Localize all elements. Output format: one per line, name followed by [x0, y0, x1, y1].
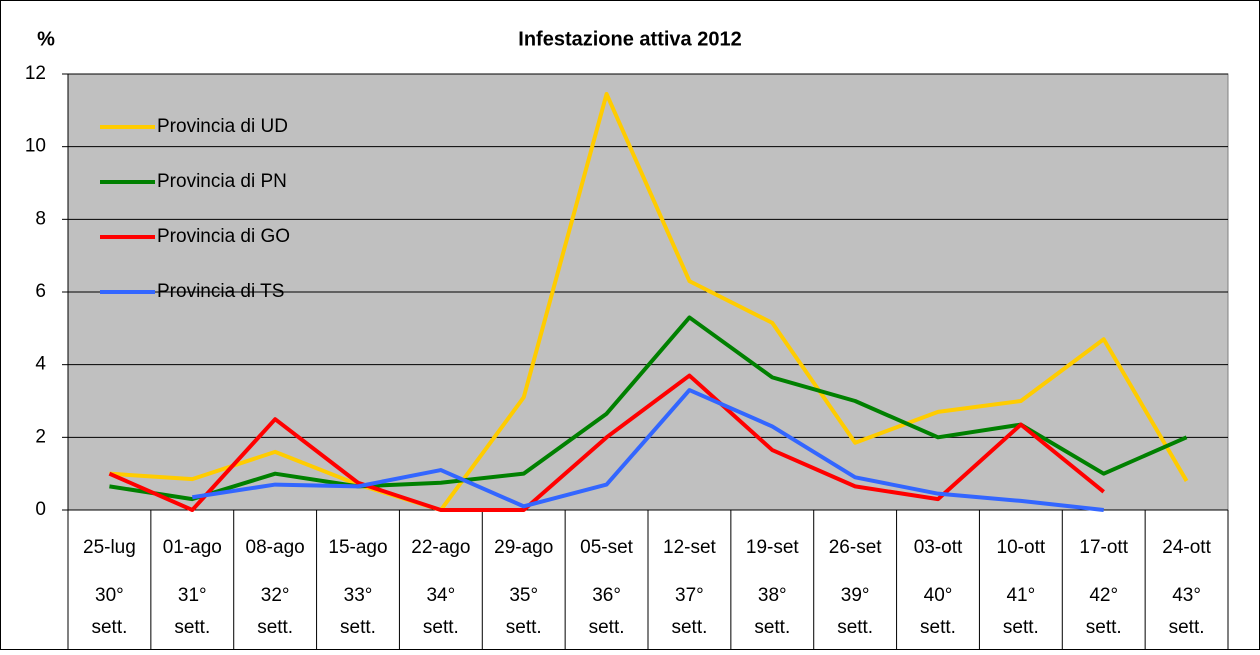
y-axis-label: %: [37, 28, 55, 50]
x-tick-label: 08-ago: [246, 537, 305, 558]
x-tick-label: 26-set: [829, 537, 883, 558]
week-unit: sett.: [837, 617, 873, 638]
x-tick-label: 03-ott: [914, 537, 963, 558]
chart-title: Infestazione attiva 2012: [518, 28, 741, 50]
week-label: 41°: [1006, 585, 1035, 606]
y-tick-label: 6: [35, 281, 46, 302]
week-label: 42°: [1089, 585, 1118, 606]
week-unit: sett.: [589, 617, 625, 638]
week-label: 36°: [592, 585, 621, 606]
y-tick-label: 4: [35, 354, 46, 375]
y-tick-label: 8: [35, 208, 46, 229]
week-label: 40°: [924, 585, 953, 606]
week-unit: sett.: [1003, 617, 1039, 638]
week-unit: sett.: [423, 617, 459, 638]
week-label: 31°: [178, 585, 207, 606]
y-tick-label: 0: [35, 499, 46, 520]
week-label: 35°: [509, 585, 538, 606]
x-tick-label: 29-ago: [494, 537, 553, 558]
series-line: [109, 315, 1188, 502]
week-unit: sett.: [754, 617, 790, 638]
legend-label: Provincia di GO: [157, 226, 290, 247]
legend-label: Provincia di PN: [157, 171, 287, 192]
week-label: 30°: [95, 585, 124, 606]
legend-label: Provincia di UD: [157, 116, 288, 137]
x-tick-label: 25-lug: [83, 537, 136, 558]
x-tick-label: 05-set: [580, 537, 634, 558]
y-tick-label: 10: [25, 136, 46, 157]
x-tick-label: 19-set: [746, 537, 800, 558]
week-label: 33°: [344, 585, 373, 606]
legend-label: Provincia di TS: [157, 281, 284, 302]
x-tick-label: 12-set: [663, 537, 717, 558]
week-label: 38°: [758, 585, 787, 606]
week-label: 39°: [841, 585, 870, 606]
x-tick-label: 01-ago: [163, 537, 222, 558]
series-line: [108, 373, 1105, 512]
week-label: 32°: [261, 585, 290, 606]
y-tick-label: 12: [25, 63, 46, 84]
x-tick-label: 17-ott: [1079, 537, 1128, 558]
x-tick-label: 15-ago: [328, 537, 387, 558]
x-tick-label: 22-ago: [411, 537, 470, 558]
x-tick-label: 10-ott: [997, 537, 1046, 558]
week-unit: sett.: [257, 617, 293, 638]
week-unit: sett.: [91, 617, 127, 638]
week-unit: sett.: [1086, 617, 1122, 638]
week-label: 37°: [675, 585, 704, 606]
week-label: 34°: [426, 585, 455, 606]
x-tick-label: 24-ott: [1162, 537, 1211, 558]
week-unit: sett.: [340, 617, 376, 638]
week-unit: sett.: [920, 617, 956, 638]
y-tick-label: 2: [35, 426, 46, 447]
series-line: [191, 388, 1104, 512]
week-label: 43°: [1172, 585, 1201, 606]
week-unit: sett.: [671, 617, 707, 638]
week-unit: sett.: [1169, 617, 1205, 638]
week-unit: sett.: [506, 617, 542, 638]
series-line: [109, 91, 1189, 512]
week-unit: sett.: [174, 617, 210, 638]
